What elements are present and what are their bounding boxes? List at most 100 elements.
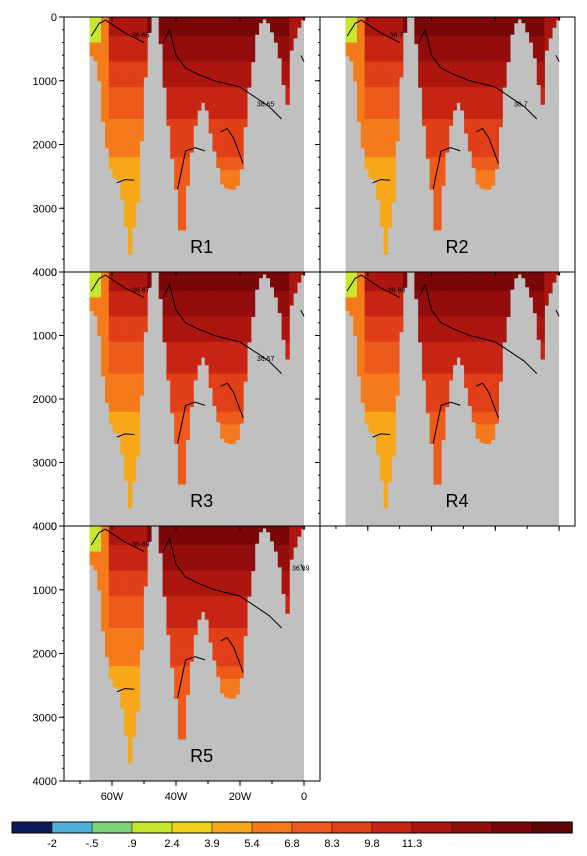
data-cell — [356, 348, 362, 356]
data-cell — [200, 278, 206, 286]
data-cell — [296, 532, 302, 537]
data-cell — [383, 182, 389, 190]
data-cell — [112, 17, 117, 24]
data-cell — [112, 329, 117, 336]
data-cell — [483, 55, 488, 63]
data-cell — [289, 278, 294, 286]
data-cell — [243, 303, 248, 311]
data-cell — [471, 316, 477, 324]
data-cell — [464, 360, 469, 368]
data-cell — [376, 144, 381, 152]
contour-label: 36.67 — [257, 356, 275, 363]
data-cell — [544, 291, 549, 298]
data-cell — [200, 87, 206, 94]
data-cell — [448, 68, 454, 75]
data-cell — [441, 367, 446, 375]
data-cell — [120, 322, 125, 330]
data-cell — [509, 284, 515, 290]
data-cell — [177, 119, 183, 126]
data-cell — [124, 418, 129, 425]
data-cell — [540, 17, 545, 24]
data-cell — [437, 481, 442, 485]
data-cell — [483, 125, 488, 133]
panel-label: R1 — [190, 237, 213, 257]
data-cell — [135, 698, 141, 705]
data-cell — [177, 176, 183, 184]
data-cell — [216, 379, 221, 387]
data-cell — [494, 93, 499, 101]
data-cell — [441, 284, 446, 292]
data-cell — [383, 112, 389, 120]
data-cell — [212, 608, 217, 616]
data-cell — [101, 532, 106, 540]
data-cell — [372, 291, 377, 298]
data-cell — [128, 329, 133, 336]
data-cell — [197, 354, 202, 362]
data-cell — [360, 42, 366, 50]
data-cell — [185, 176, 190, 184]
data-cell — [273, 29, 279, 37]
data-cell — [258, 526, 263, 533]
data-cell — [387, 367, 392, 375]
data-cell — [509, 17, 515, 24]
data-cell — [112, 551, 117, 559]
data-cell — [448, 29, 454, 37]
data-cell — [116, 551, 121, 559]
data-cell — [185, 557, 190, 565]
data-cell — [353, 329, 358, 336]
data-cell — [197, 74, 202, 82]
data-cell — [494, 68, 499, 75]
data-cell — [139, 557, 144, 565]
data-cell — [433, 163, 438, 171]
data-cell — [444, 23, 450, 31]
data-cell — [235, 411, 240, 419]
data-cell — [368, 272, 373, 279]
data-cell — [177, 310, 183, 317]
data-cell — [402, 29, 408, 33]
data-cell — [227, 297, 233, 305]
data-cell — [120, 628, 125, 635]
data-cell — [200, 68, 206, 75]
y-tick-label: 0 — [51, 521, 57, 533]
data-cell — [387, 182, 392, 190]
data-cell — [281, 589, 286, 595]
data-cell — [490, 335, 496, 343]
data-cell — [170, 284, 175, 292]
data-cell — [479, 131, 484, 139]
data-cell — [189, 354, 194, 362]
data-cell — [239, 125, 244, 133]
data-cell — [193, 615, 198, 623]
data-cell — [112, 640, 117, 648]
data-cell — [376, 106, 381, 114]
data-cell — [379, 163, 385, 171]
data-cell — [429, 182, 434, 190]
data-cell — [124, 119, 129, 126]
data-cell — [437, 291, 442, 298]
data-cell — [200, 570, 206, 578]
data-cell — [479, 68, 484, 75]
data-cell — [296, 278, 302, 283]
data-cell — [460, 87, 465, 94]
data-cell — [112, 577, 117, 584]
data-cell — [104, 55, 110, 63]
data-cell — [224, 87, 229, 94]
data-cell — [174, 189, 179, 190]
data-cell — [116, 80, 121, 88]
data-cell — [124, 564, 129, 572]
data-cell — [460, 310, 465, 317]
data-cell — [372, 284, 377, 292]
data-cell — [345, 29, 350, 37]
data-cell — [189, 545, 194, 552]
data-cell — [220, 551, 225, 559]
data-cell — [224, 430, 229, 438]
data-cell — [437, 214, 442, 222]
data-cell — [387, 456, 392, 463]
contour-line — [220, 382, 244, 419]
data-cell — [243, 55, 248, 63]
data-cell — [185, 144, 190, 152]
data-cell — [227, 615, 233, 623]
data-cell — [487, 411, 492, 419]
data-cell — [170, 526, 175, 533]
data-cell — [104, 297, 110, 305]
data-cell — [231, 272, 237, 279]
